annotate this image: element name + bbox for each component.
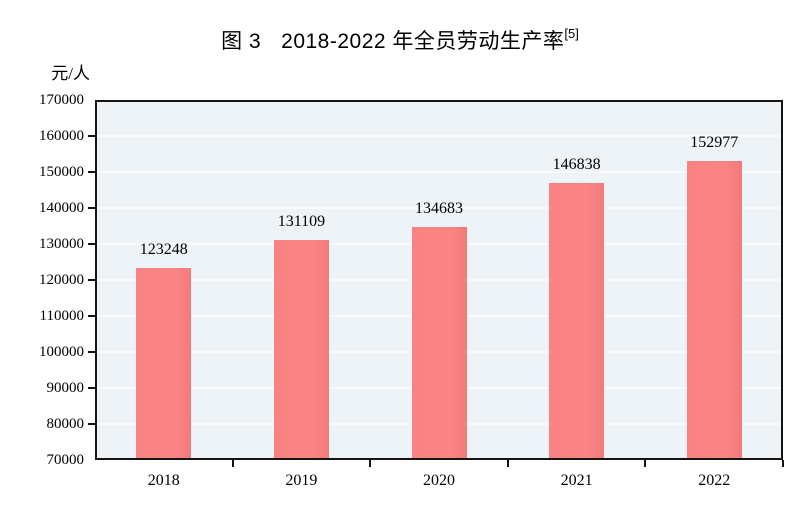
y-axis-tick bbox=[88, 315, 95, 317]
y-axis-tick bbox=[88, 135, 95, 137]
y-tick-label: 100000 bbox=[39, 344, 84, 360]
chart-title-superscript: [5] bbox=[564, 26, 579, 41]
bar-value-label: 123248 bbox=[139, 241, 188, 259]
y-axis-tick bbox=[88, 423, 95, 425]
x-category-label: 2021 bbox=[560, 472, 593, 489]
y-axis-tick bbox=[88, 351, 95, 353]
y-axis-tick bbox=[88, 243, 95, 245]
y-tick-label: 140000 bbox=[39, 200, 84, 216]
y-tick-label: 80000 bbox=[46, 416, 85, 432]
y-tick-label: 70000 bbox=[46, 452, 85, 468]
x-axis-tick bbox=[644, 460, 647, 467]
y-axis-tick bbox=[88, 387, 95, 389]
bar-value-label: 146838 bbox=[552, 156, 601, 174]
chart-title: 图 3 2018-2022 年全员劳动生产率[5] bbox=[0, 25, 800, 55]
y-tick-label: 130000 bbox=[39, 236, 84, 252]
y-tick-label: 160000 bbox=[39, 128, 84, 144]
y-axis-tick bbox=[88, 207, 95, 209]
chart-title-prefix: 图 3 bbox=[221, 30, 262, 53]
y-axis-tick bbox=[88, 171, 95, 173]
y-tick-label: 110000 bbox=[39, 308, 84, 324]
y-tick-label: 170000 bbox=[39, 92, 84, 108]
bar bbox=[273, 240, 329, 458]
bar bbox=[549, 183, 605, 458]
bar bbox=[411, 227, 467, 458]
bar bbox=[686, 161, 742, 458]
x-axis-tick bbox=[506, 460, 509, 467]
gridline bbox=[97, 135, 781, 137]
x-category-label: 2019 bbox=[285, 472, 318, 489]
bar-value-label: 152977 bbox=[690, 134, 739, 152]
x-axis-tick bbox=[231, 460, 234, 467]
bar-value-label: 131109 bbox=[277, 213, 326, 230]
gridline bbox=[97, 171, 781, 173]
chart-area: 元/人 170000 160000 150000 140000 130000 120000… bbox=[39, 64, 784, 489]
bar-value-label: 134683 bbox=[415, 200, 463, 218]
y-axis-tick bbox=[88, 279, 95, 281]
y-axis-unit-label: 元/人 bbox=[51, 64, 90, 83]
y-tick-label: 150000 bbox=[39, 164, 84, 180]
x-axis-tick bbox=[782, 460, 784, 467]
x-category-label: 2022 bbox=[698, 472, 731, 489]
x-category-label: 2018 bbox=[147, 472, 180, 489]
bar bbox=[136, 268, 192, 458]
gridline bbox=[97, 207, 781, 209]
y-tick-label: 120000 bbox=[39, 272, 84, 288]
x-category-label: 2020 bbox=[423, 472, 455, 489]
y-tick-label: 90000 bbox=[46, 380, 85, 396]
x-axis-tick bbox=[369, 460, 372, 467]
chart-title-main: 2018-2022 年全员劳动生产率 bbox=[281, 30, 565, 53]
